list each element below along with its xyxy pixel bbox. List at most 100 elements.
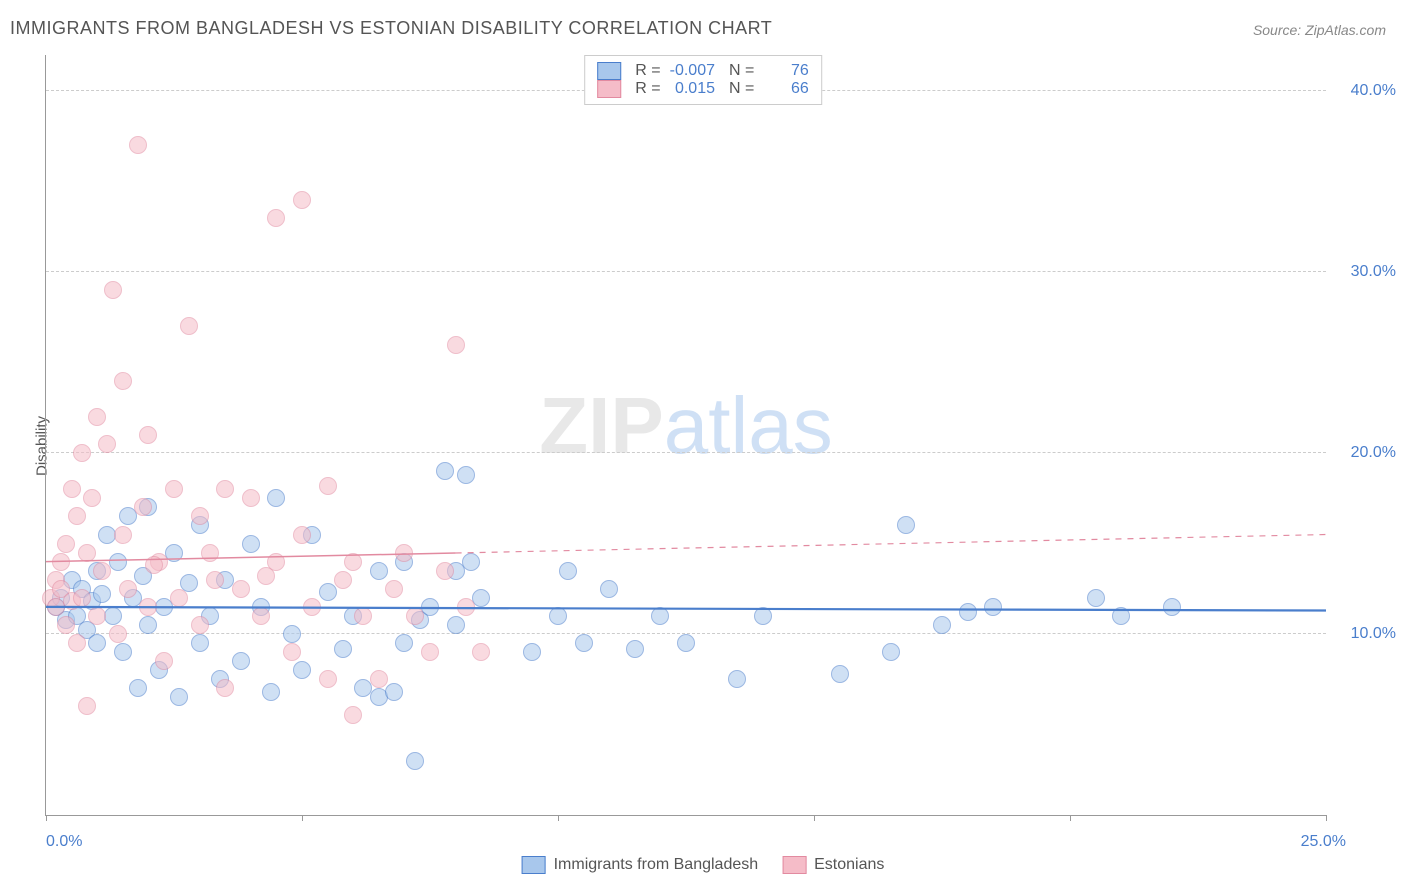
scatter-point (651, 607, 669, 625)
scatter-point (68, 507, 86, 525)
scatter-point (472, 589, 490, 607)
scatter-point (114, 372, 132, 390)
scatter-point (933, 616, 951, 634)
scatter-point (165, 480, 183, 498)
scatter-point (104, 281, 122, 299)
scatter-point (677, 634, 695, 652)
scatter-point (139, 616, 157, 634)
scatter-point (334, 640, 352, 658)
scatter-point (303, 598, 321, 616)
scatter-point (1163, 598, 1181, 616)
scatter-point (73, 444, 91, 462)
scatter-point (293, 191, 311, 209)
scatter-point (319, 670, 337, 688)
scatter-point (344, 553, 362, 571)
scatter-point (93, 585, 111, 603)
scatter-point (78, 697, 96, 715)
x-tick (1070, 815, 1071, 821)
scatter-point (831, 665, 849, 683)
n-label-1: N = (729, 62, 754, 79)
swatch-series-2 (597, 80, 621, 98)
scatter-point (88, 634, 106, 652)
swatch-series-1-bottom (522, 856, 546, 874)
y-tick-label: 20.0% (1351, 444, 1396, 462)
scatter-point (385, 580, 403, 598)
scatter-point (626, 640, 644, 658)
scatter-point (73, 589, 91, 607)
scatter-point (165, 544, 183, 562)
scatter-point (436, 562, 454, 580)
x-tick (558, 815, 559, 821)
scatter-point (52, 553, 70, 571)
scatter-point (180, 317, 198, 335)
scatter-point (984, 598, 1002, 616)
scatter-point (575, 634, 593, 652)
scatter-point (242, 535, 260, 553)
r-value-2: 0.015 (665, 80, 715, 98)
scatter-point (267, 209, 285, 227)
scatter-point (1087, 589, 1105, 607)
r-label-2: R = (635, 80, 660, 97)
scatter-point (68, 634, 86, 652)
scatter-point (145, 556, 163, 574)
scatter-point (267, 489, 285, 507)
swatch-series-2-bottom (782, 856, 806, 874)
scatter-point (354, 607, 372, 625)
scatter-point (98, 435, 116, 453)
scatter-point (728, 670, 746, 688)
scatter-point (262, 683, 280, 701)
scatter-point (406, 607, 424, 625)
scatter-point (385, 683, 403, 701)
scatter-point (283, 643, 301, 661)
scatter-point (114, 526, 132, 544)
scatter-point (897, 516, 915, 534)
scatter-point (63, 480, 81, 498)
scatter-point (88, 408, 106, 426)
n-value-2: 66 (759, 80, 809, 98)
scatter-point (421, 643, 439, 661)
scatter-point (170, 688, 188, 706)
scatter-point (252, 607, 270, 625)
x-tick (302, 815, 303, 821)
scatter-point (129, 679, 147, 697)
chart-title: IMMIGRANTS FROM BANGLADESH VS ESTONIAN D… (10, 18, 772, 39)
scatter-point (370, 670, 388, 688)
scatter-point (129, 136, 147, 154)
legend-bottom: Immigrants from Bangladesh Estonians (522, 856, 885, 874)
legend-top: R = -0.007 N = 76 R = 0.015 N = 66 (584, 55, 822, 105)
x-tick (46, 815, 47, 821)
scatter-point (447, 616, 465, 634)
scatter-point (406, 752, 424, 770)
legend-top-row-1: R = -0.007 N = 76 (597, 62, 809, 80)
scatter-point (216, 679, 234, 697)
legend-bottom-item-2: Estonians (782, 856, 884, 874)
scatter-point (882, 643, 900, 661)
scatter-point (191, 616, 209, 634)
chart-container: IMMIGRANTS FROM BANGLADESH VS ESTONIAN D… (0, 0, 1406, 892)
scatter-point (754, 607, 772, 625)
scatter-point (472, 643, 490, 661)
legend-top-row-2: R = 0.015 N = 66 (597, 80, 809, 98)
y-tick-label: 40.0% (1351, 82, 1396, 100)
scatter-point (216, 480, 234, 498)
swatch-series-1 (597, 62, 621, 80)
scatter-point (283, 625, 301, 643)
scatter-layer (46, 55, 1326, 815)
scatter-point (242, 489, 260, 507)
scatter-point (78, 544, 96, 562)
scatter-point (959, 603, 977, 621)
scatter-point (319, 477, 337, 495)
scatter-point (232, 652, 250, 670)
scatter-point (462, 553, 480, 571)
scatter-point (523, 643, 541, 661)
scatter-point (139, 598, 157, 616)
scatter-point (370, 562, 388, 580)
scatter-point (293, 661, 311, 679)
scatter-point (457, 466, 475, 484)
scatter-point (549, 607, 567, 625)
scatter-point (436, 462, 454, 480)
scatter-point (447, 336, 465, 354)
scatter-point (1112, 607, 1130, 625)
scatter-point (344, 706, 362, 724)
plot-area: ZIPatlas 10.0%20.0%30.0%40.0% 0.0%25.0% (45, 55, 1326, 816)
